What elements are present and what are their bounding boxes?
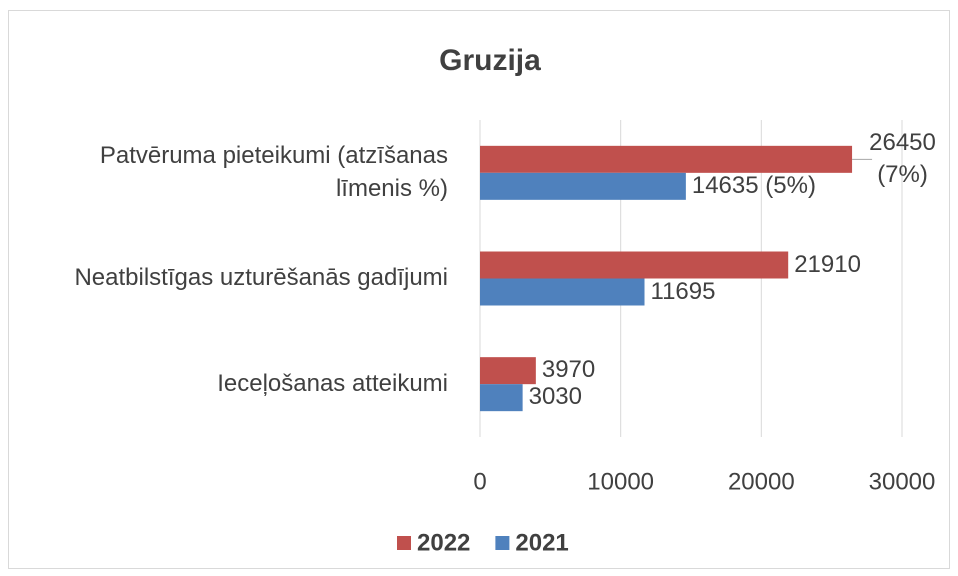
y-tick-label: Neatbilstīgas uzturēšanās gadījumi <box>74 264 448 292</box>
data-label: 21910 <box>794 250 861 278</box>
bar <box>480 357 536 385</box>
chart-title: Gruzija <box>439 44 541 77</box>
y-tick-label: Ieceļošanas atteikumi <box>217 369 448 397</box>
bar <box>480 278 645 306</box>
bar <box>480 384 523 412</box>
y-tick-label-box: Ieceļošanas atteikumi <box>217 369 448 397</box>
legend-label: 2021 <box>515 529 568 556</box>
data-label: 14635 (5%) <box>691 172 816 200</box>
x-tick-label: 20000 <box>728 468 795 495</box>
bar <box>480 172 686 200</box>
y-tick-label: Patvēruma pieteikumi (atzīšanas līmenis … <box>99 142 448 202</box>
x-tick-label: 30000 <box>869 468 936 495</box>
data-label-box: 11695 <box>650 277 716 305</box>
data-label-box: 26450 (7%) <box>869 128 936 189</box>
legend-label: 2022 <box>417 529 470 556</box>
data-label-box: 3030 <box>528 383 582 411</box>
x-tick-label: 10000 <box>587 468 654 495</box>
y-tick-label-box: Neatbilstīgas uzturēšanās gadījumi <box>74 264 448 292</box>
data-label-box: 3970 <box>541 356 596 384</box>
data-label: 11695 <box>650 277 716 305</box>
y-tick-label-box: Patvēruma pieteikumi (atzīšanas līmenis … <box>99 142 448 202</box>
legend-swatch <box>495 536 510 550</box>
legend-swatch <box>397 536 411 550</box>
data-label: 3030 <box>528 383 582 411</box>
data-label-box: 21910 <box>794 250 861 278</box>
bar <box>480 145 853 173</box>
data-label: 26450 (7%) <box>869 128 936 189</box>
data-label-box: 14635 (5%) <box>691 172 816 200</box>
data-label: 3970 <box>541 356 596 384</box>
chart-border <box>8 10 950 569</box>
bar <box>480 251 789 279</box>
x-tick-label: 0 <box>473 468 486 495</box>
